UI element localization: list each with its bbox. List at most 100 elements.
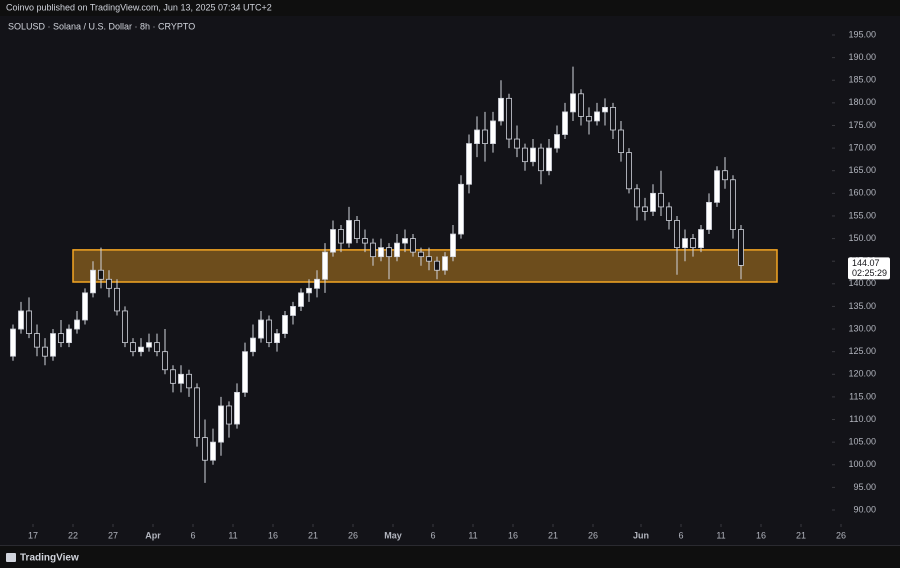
candle-body [458, 183, 464, 235]
x-tick-label: 6 [678, 530, 683, 540]
candle-body [666, 206, 672, 221]
candle-body [314, 278, 320, 289]
candle-body [98, 269, 104, 280]
candle-body [514, 138, 520, 149]
candle-body [370, 242, 376, 258]
candle-body [530, 147, 536, 163]
candle-body [10, 328, 16, 357]
candle-body [546, 147, 552, 172]
candle-body [146, 342, 152, 348]
tv-logo: TradingView [6, 553, 79, 564]
candle-body [474, 129, 480, 144]
candle-body [338, 229, 344, 244]
candle-body [226, 405, 232, 425]
candle-body [130, 342, 136, 353]
candle-body [186, 373, 192, 389]
candle-body [306, 287, 312, 294]
candle-body [58, 333, 64, 344]
y-tick-label: 115.00 [849, 391, 876, 401]
y-tick-label: 125.00 [848, 346, 876, 356]
candle-body [122, 310, 128, 344]
last-price-box [848, 257, 890, 280]
x-tick-label: May [384, 530, 402, 540]
candle-body [714, 170, 720, 203]
candle-body [506, 97, 512, 140]
y-tick-label: 190.00 [848, 52, 876, 62]
candle-body [282, 315, 288, 334]
candle-body [586, 116, 592, 122]
candle-body [322, 251, 328, 280]
candle-body [482, 129, 488, 144]
candle-body [706, 201, 712, 230]
x-tick-label: 21 [796, 530, 806, 540]
candle-body [330, 229, 336, 253]
candle-body [362, 238, 368, 244]
y-tick-label: 195.00 [848, 29, 876, 39]
candle-body [634, 188, 640, 208]
candle-body [722, 170, 728, 181]
candle-body [490, 120, 496, 144]
candle-body [202, 437, 208, 461]
candle-body [154, 342, 160, 353]
support-zone [72, 249, 778, 283]
candle-body [730, 179, 736, 230]
y-tick-label: 110.00 [849, 414, 876, 424]
candle-body [18, 310, 24, 330]
candle-body [34, 333, 40, 348]
x-tick-label: Jun [633, 530, 649, 540]
candle-body [442, 256, 448, 271]
y-tick-label: 105.00 [848, 437, 876, 447]
candle-body [274, 333, 280, 344]
candle-body [650, 192, 656, 212]
candle-body [290, 306, 296, 316]
x-tick-label: 26 [348, 530, 358, 540]
candle-body [626, 152, 632, 190]
y-tick-label: 95.00 [853, 482, 876, 492]
countdown-label: 02:25:29 [852, 268, 887, 278]
candle-body [50, 333, 56, 357]
candle-body [554, 134, 560, 149]
candle-body [698, 229, 704, 249]
x-tick-label: 11 [468, 530, 477, 540]
candle-body [42, 346, 48, 357]
x-tick-label: 26 [588, 530, 598, 540]
x-tick-label: 11 [716, 530, 725, 540]
candle-body [162, 351, 168, 371]
x-tick-label: 26 [836, 530, 846, 540]
candle-body [602, 106, 608, 113]
x-tick-label: 27 [108, 530, 118, 540]
y-tick-label: 120.00 [848, 369, 876, 379]
x-tick-label: 6 [190, 530, 195, 540]
candle-body [690, 238, 696, 249]
candle-body [346, 220, 352, 244]
candle-body [234, 391, 240, 425]
y-tick-label: 130.00 [848, 323, 876, 333]
candle-body [426, 256, 432, 262]
candle-body [74, 319, 80, 330]
candle-body [26, 310, 32, 334]
x-tick-label: 16 [268, 530, 278, 540]
x-tick-label: 16 [756, 530, 766, 540]
y-tick-label: 150.00 [848, 233, 876, 243]
candle-body [434, 260, 440, 271]
candle-body [114, 287, 120, 312]
candle-body [218, 405, 224, 443]
x-tick-label: 21 [308, 530, 318, 540]
candle-body [642, 206, 648, 212]
candle-body [250, 337, 256, 353]
y-tick-label: 100.00 [848, 459, 876, 469]
y-tick-label: 165.00 [848, 165, 876, 175]
y-tick-label: 160.00 [848, 188, 876, 198]
x-tick-label: 17 [28, 530, 38, 540]
y-tick-label: 185.00 [848, 75, 876, 85]
publisher-header: Coinvo published on TradingView.com, Jun… [6, 2, 272, 12]
y-tick-label: 140.00 [848, 278, 876, 288]
candle-body [538, 147, 544, 172]
candle-body [298, 292, 304, 307]
x-tick-label: 11 [228, 530, 237, 540]
candle-body [618, 129, 624, 154]
candle-body [450, 233, 456, 258]
candle-body [578, 93, 584, 117]
